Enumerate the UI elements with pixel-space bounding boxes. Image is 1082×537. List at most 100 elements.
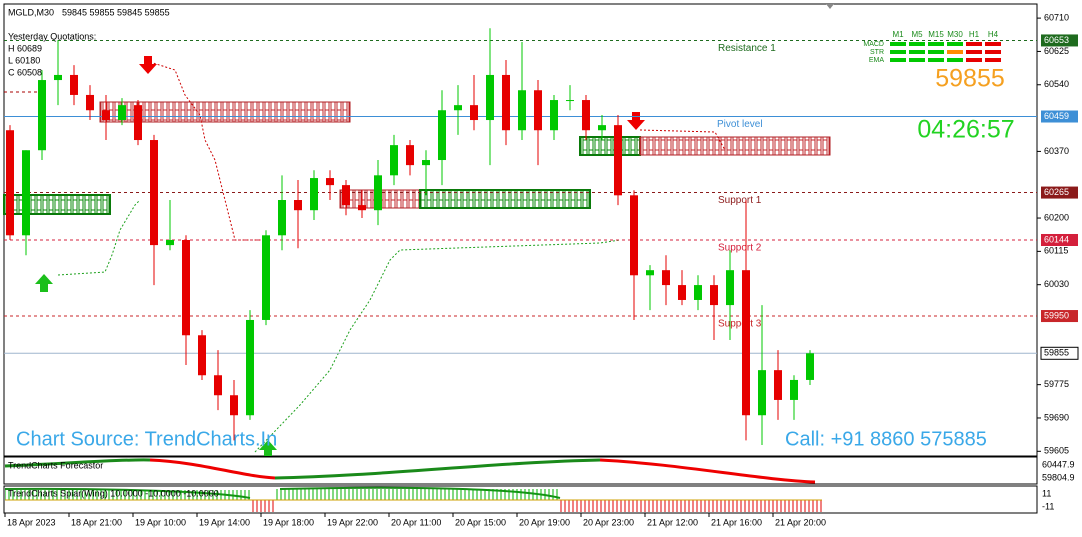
trailing-stop (254, 239, 621, 453)
price-box-label: 60265 (1044, 187, 1069, 197)
candle-body (262, 235, 270, 320)
indicator-tick: 60447.9 (1042, 459, 1075, 469)
indicator-frame (3, 456, 1038, 485)
x-tick-label: 21 Apr 12:00 (647, 517, 698, 527)
price-box (1041, 34, 1078, 47)
sell-arrow (627, 112, 645, 130)
candle-body (486, 74, 494, 121)
scroll-marker (826, 4, 834, 9)
x-tick-label: 18 Apr 21:00 (71, 517, 122, 527)
signal-cell (985, 58, 1001, 62)
signal-cell (928, 58, 944, 62)
x-tick-label: 20 Apr 15:00 (455, 517, 506, 527)
symbol: MGLD,M30 (8, 7, 54, 17)
candle-body (358, 205, 366, 211)
candle-body (230, 395, 238, 416)
candle-body (566, 100, 574, 102)
timeframe-label: M1 (892, 30, 904, 39)
candle-body (182, 239, 190, 336)
signal-cell (947, 42, 963, 46)
y-tick-label: 60540 (1044, 79, 1069, 89)
zones (3, 101, 831, 215)
yesterday-title: Yesterday Quotations: (8, 31, 96, 41)
price-box-label: 59855 (1044, 348, 1069, 358)
timeframe-label: M15 (928, 30, 944, 39)
indicator-frame (3, 485, 1038, 514)
timeframe-label: M5 (911, 30, 923, 39)
level-label: Resistance 1 (718, 43, 776, 54)
signal-cell (966, 50, 982, 54)
contact-note: Call: +91 8860 575885 (785, 428, 987, 450)
wing-histogram (5, 490, 250, 500)
candle-body (454, 105, 462, 111)
trailing-stop (149, 61, 265, 241)
demand-zone (419, 189, 591, 209)
candle-body (726, 270, 734, 306)
forecast-line (149, 458, 276, 480)
price-box-label: 60144 (1044, 234, 1069, 244)
price-box-label: 59950 (1044, 310, 1069, 320)
indicator-name: TrendCharts Spiar(Wing) 10.0000 -10.0000… (8, 488, 219, 498)
signal-cell (928, 42, 944, 46)
candle-body (646, 270, 654, 276)
plot-frame (3, 3, 1038, 457)
timeframe-label: H1 (969, 30, 980, 39)
candle-body (518, 90, 526, 131)
signal-cell (966, 42, 982, 46)
x-tick-label: 20 Apr 23:00 (583, 517, 634, 527)
demand-zone (579, 136, 641, 156)
y-tick-label: 60710 (1044, 12, 1069, 22)
y-tick-label: 60200 (1044, 212, 1069, 222)
x-tick-label: 19 Apr 14:00 (199, 517, 250, 527)
x-tick-label: 20 Apr 19:00 (519, 517, 570, 527)
price-box (1041, 233, 1078, 246)
candle-body (662, 270, 670, 286)
candle-body (166, 239, 174, 246)
y-tick-label: 59605 (1044, 446, 1069, 456)
candle-body (790, 379, 798, 400)
timeframe-label: M30 (947, 30, 963, 39)
signal-cell (909, 50, 925, 54)
candle-body (614, 125, 622, 196)
signal-cell (909, 42, 925, 46)
yesterday-line: C 60508 (8, 67, 42, 77)
x-tick-label: 19 Apr 18:00 (263, 517, 314, 527)
candle-body (534, 90, 542, 131)
wing-histogram (560, 500, 822, 512)
level-label: Support 2 (718, 243, 762, 254)
indicator-name: TrendCharts Forecastor (8, 460, 103, 470)
price-box (1041, 186, 1078, 199)
candle-body (774, 370, 782, 400)
x-tick-label: 20 Apr 11:00 (391, 517, 441, 527)
candle-body (598, 125, 606, 131)
candle-body (582, 100, 590, 131)
signal-cell (947, 50, 963, 54)
wing-histogram (250, 500, 275, 512)
y-tick-label: 60625 (1044, 46, 1069, 56)
demand-zone (3, 194, 111, 215)
y-tick-label: 60370 (1044, 146, 1069, 156)
signal-name: MACD (863, 41, 884, 48)
candle-body (694, 285, 702, 300)
signal-name: EMA (869, 57, 885, 64)
candle-body (374, 175, 382, 211)
candle-body (198, 335, 206, 376)
candle-body (102, 110, 110, 121)
price-box (1041, 110, 1078, 123)
candle-body (278, 200, 286, 236)
candle-body (86, 94, 94, 111)
candle-body (310, 178, 318, 211)
ohlc: 59845 59855 59845 59855 (62, 7, 170, 17)
price-display: 59855 (935, 65, 1005, 93)
timer: 04:26:57 (917, 116, 1014, 144)
buy-arrow (35, 274, 53, 292)
level-label: Support 3 (718, 319, 762, 330)
y-tick-label: 60115 (1044, 246, 1068, 256)
signal-cell (928, 50, 944, 54)
timeframe-label: H4 (988, 30, 999, 39)
indicator-tick: 59804.9 (1042, 472, 1075, 482)
candle-body (422, 160, 430, 166)
supply-zone (639, 136, 831, 156)
candle-body (742, 270, 750, 416)
candle-body (710, 285, 718, 306)
